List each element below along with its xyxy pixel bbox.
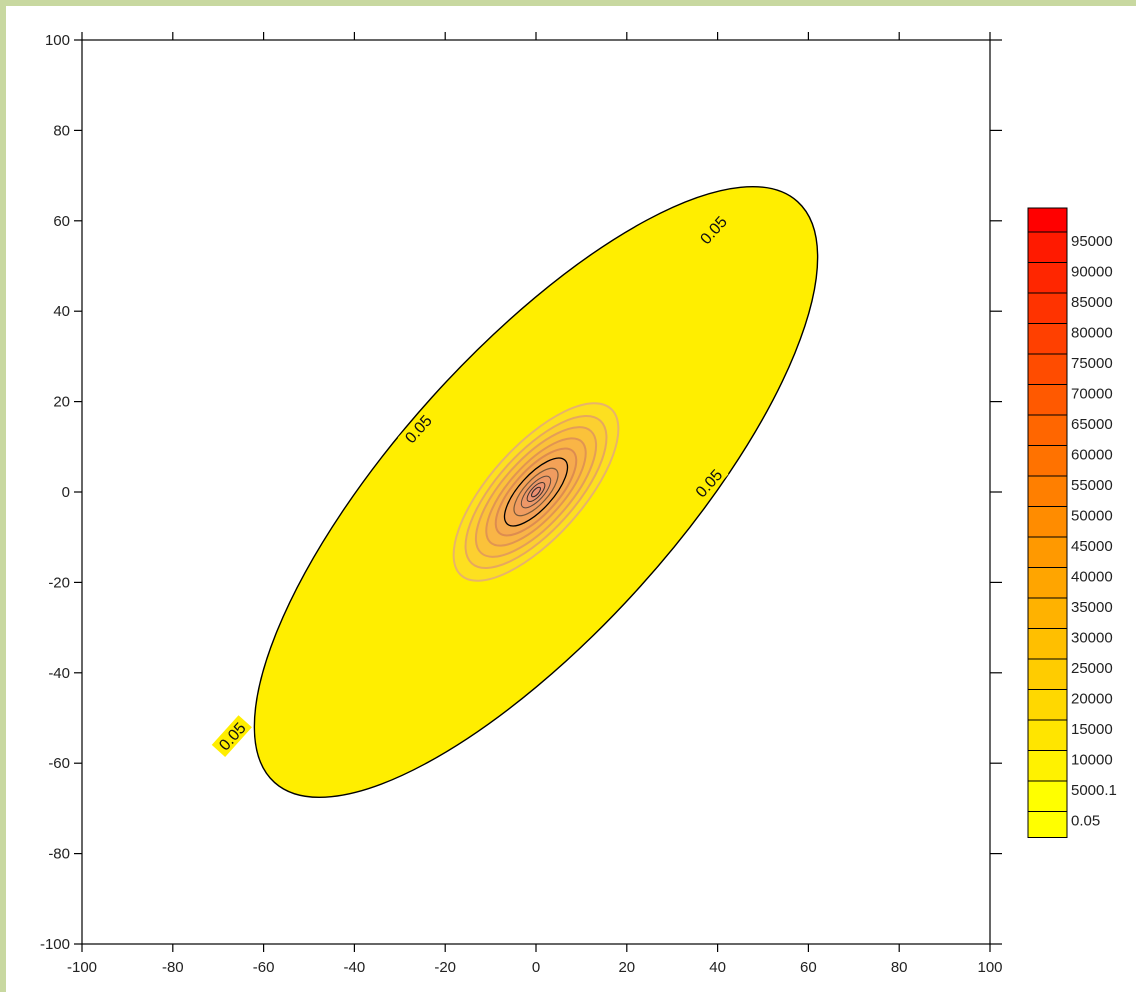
contour-label-bg — [211, 715, 252, 757]
legend-label: 15000 — [1071, 721, 1113, 738]
legend-swatch — [1027, 750, 1068, 782]
legend-swatch — [1027, 384, 1068, 416]
legend-swatch — [1027, 323, 1068, 355]
y-tick-label: 40 — [53, 303, 70, 320]
legend-label: 60000 — [1071, 447, 1113, 464]
legend-swatch — [1027, 414, 1068, 446]
legend-swatch — [1027, 719, 1068, 751]
y-tick-label: -60 — [48, 755, 70, 772]
legend-label: 10000 — [1071, 752, 1113, 769]
x-tick-label: 100 — [977, 959, 1002, 976]
y-tick-label: -80 — [48, 846, 70, 863]
x-tick-label: 40 — [709, 959, 726, 976]
legend-label: 40000 — [1071, 569, 1113, 586]
legend-label: 50000 — [1071, 508, 1113, 525]
legend-swatch — [1027, 780, 1068, 812]
legend-label: 25000 — [1071, 660, 1113, 677]
legend-label: 70000 — [1071, 386, 1113, 403]
contour-label-bg — [688, 462, 729, 504]
x-tick-label: -40 — [344, 959, 366, 976]
legend-label: 20000 — [1071, 691, 1113, 708]
y-tick-label: -40 — [48, 665, 70, 682]
legend-swatch — [1027, 292, 1068, 324]
x-tick-label: 20 — [618, 959, 635, 976]
chart-frame: -100 -80 -60 -40 -20 0 20 40 60 80 100 -100 -80 -60 -4… — [6, 6, 1136, 992]
axis-ticks: -100 -80 -60 -40 -20 0 20 40 60 80 100 -100 -80 -60 -4… — [40, 32, 1003, 976]
legend-swatch-top — [1027, 207, 1068, 233]
legend-swatch — [1027, 567, 1068, 599]
legend-label: 75000 — [1071, 355, 1113, 372]
contour-ring-10 — [531, 486, 541, 498]
contour-label-bg — [692, 208, 734, 251]
y-tick-label: -100 — [40, 936, 70, 953]
legend-label: 95000 — [1071, 233, 1113, 250]
legend-swatch — [1027, 353, 1068, 385]
legend-swatch — [1027, 506, 1068, 538]
legend-label: 5000.1 — [1071, 782, 1117, 799]
legend-swatch — [1027, 597, 1068, 629]
y-tick-label: 60 — [53, 213, 70, 230]
x-tick-label: -60 — [253, 959, 275, 976]
legend-label: 0.05 — [1071, 813, 1100, 830]
y-tick-label: 0 — [62, 484, 70, 501]
legend-swatch — [1027, 475, 1068, 507]
legend-label: 65000 — [1071, 416, 1113, 433]
legend-swatch — [1027, 231, 1068, 263]
legend-swatch — [1027, 689, 1068, 721]
legend-label: 35000 — [1071, 599, 1113, 616]
color-legend: 95000 90000 85000 80000 75000 70000 65000 60000… — [1027, 207, 1117, 838]
y-tick-label: 20 — [53, 394, 70, 411]
x-tick-label: -100 — [67, 959, 97, 976]
x-tick-label: -80 — [162, 959, 184, 976]
x-tick-label: 80 — [891, 959, 908, 976]
legend-swatch — [1027, 262, 1068, 294]
legend-swatch — [1027, 445, 1068, 477]
y-tick-label: -20 — [48, 574, 70, 591]
legend-label: 85000 — [1071, 294, 1113, 311]
legend-swatch — [1027, 628, 1068, 660]
legend-label: 80000 — [1071, 325, 1113, 342]
legend-label: 30000 — [1071, 630, 1113, 647]
legend-label: 90000 — [1071, 264, 1113, 281]
contour-lines — [452, 402, 620, 582]
contour-label-bg — [397, 407, 439, 450]
x-tick-label: 60 — [800, 959, 817, 976]
legend-label: 45000 — [1071, 538, 1113, 555]
legend-swatch — [1027, 811, 1068, 838]
x-tick-label: -20 — [434, 959, 456, 976]
legend-swatch — [1027, 536, 1068, 568]
legend-swatch — [1027, 658, 1068, 690]
x-tick-label: 0 — [532, 959, 540, 976]
y-tick-label: 80 — [53, 122, 70, 139]
legend-label: 55000 — [1071, 477, 1113, 494]
y-tick-label: 100 — [45, 32, 70, 49]
contour-plot: -100 -80 -60 -40 -20 0 20 40 60 80 100 -100 -80 -60 -4… — [40, 32, 1117, 976]
